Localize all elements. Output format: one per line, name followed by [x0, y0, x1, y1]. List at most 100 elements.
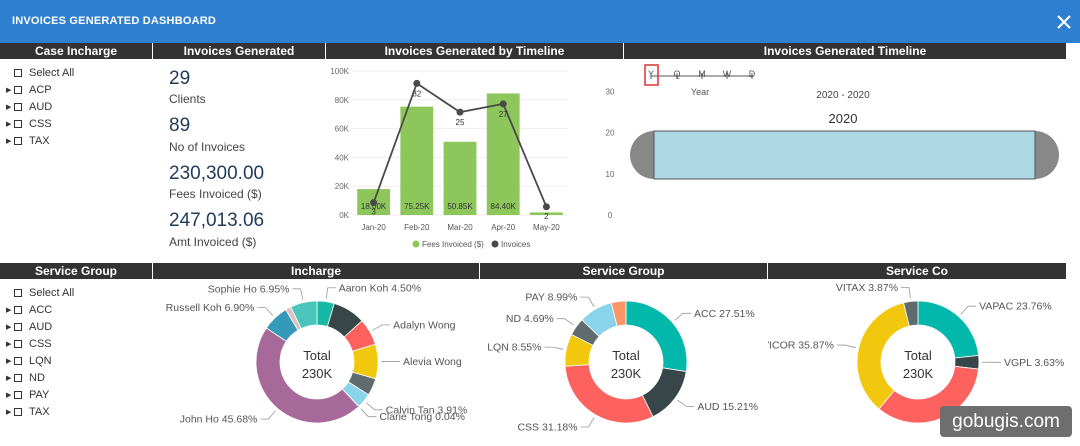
y-right-tick-label: 20 [606, 129, 615, 138]
granularity-option[interactable]: D [749, 69, 756, 79]
donut-slice[interactable] [255, 327, 360, 424]
checkbox[interactable] [14, 339, 22, 348]
service-group-item[interactable]: ▶ ACC [6, 301, 74, 318]
expand-arrow-icon[interactable]: ▶ [6, 86, 12, 94]
line-data-label: 27 [499, 110, 508, 119]
checkbox[interactable] [14, 390, 22, 399]
service-group-item[interactable]: ▶ PAY [6, 386, 74, 403]
slice-leader-line [674, 312, 692, 321]
expand-arrow-icon[interactable]: ▶ [6, 120, 12, 128]
y-left-tick-label: 80K [335, 96, 350, 105]
incharge-header: Incharge [153, 263, 480, 279]
expand-arrow-icon[interactable]: ▶ [6, 306, 12, 314]
checkbox[interactable] [14, 102, 22, 111]
service-group-item[interactable]: ▶ AUD [6, 318, 74, 335]
service-group-item[interactable]: ▶ LQN [6, 352, 74, 369]
fees-bar[interactable] [529, 212, 563, 215]
checkbox[interactable] [14, 373, 22, 382]
donut-slice[interactable] [610, 300, 627, 327]
timeline-period-label: 2020 [829, 111, 858, 126]
invoices-point[interactable] [499, 100, 507, 108]
granularity-option[interactable]: Q [673, 69, 680, 79]
kpi-invoices-value: 89 [169, 115, 191, 136]
slice-label: VITAX 3.87% [836, 282, 898, 294]
timeline-slicer[interactable]: Y Q M W D Year 2020 - 2020 2020 [624, 59, 1067, 259]
slice-leader-line [292, 288, 304, 300]
checkbox[interactable] [14, 305, 22, 314]
service-group-item[interactable]: Select All [6, 284, 74, 301]
slice-leader-line [960, 305, 977, 315]
granularity-option[interactable]: W [723, 69, 732, 79]
case-incharge-item[interactable]: ▶ AUD [6, 98, 74, 115]
invoices-point[interactable] [542, 203, 550, 211]
slice-label: Russell Koh 6.90% [166, 302, 255, 314]
case-incharge-item[interactable]: ▶ ACP [6, 81, 74, 98]
donut-slice[interactable] [856, 302, 910, 410]
case-incharge-item-label: CSS [29, 117, 52, 130]
invoices-point[interactable] [370, 199, 378, 207]
granularity-option[interactable]: M [698, 69, 706, 79]
case-incharge-item-label: TAX [29, 134, 50, 147]
service-group-slicer: Select All ▶ ACC ▶ AUD ▶ CSS ▶ LQN ▶ ND ▶ PAY ▶ TAX [6, 284, 74, 420]
donut-slice[interactable] [290, 300, 318, 330]
case-incharge-item[interactable]: ▶ TAX [6, 132, 74, 149]
timeline-right-handle[interactable] [1035, 131, 1059, 179]
legend-invoices-label: Invoices [501, 240, 530, 249]
expand-arrow-icon[interactable]: ▶ [6, 374, 12, 382]
service-group-item-label: PAY [29, 388, 50, 401]
line-data-label: 32 [412, 89, 421, 98]
checkbox[interactable] [14, 288, 22, 297]
service-group-item[interactable]: ▶ CSS [6, 335, 74, 352]
service-group-item[interactable]: ▶ TAX [6, 403, 74, 420]
timeline-header: Invoices Generated Timeline [624, 43, 1067, 59]
timeline-bar-2020[interactable] [653, 130, 1036, 180]
checkbox[interactable] [14, 322, 22, 331]
slice-label: ND 4.69% [506, 313, 554, 325]
expand-arrow-icon[interactable]: ▶ [6, 323, 12, 331]
checkbox[interactable] [14, 119, 22, 128]
service-group-slicer-header: Service Group [0, 263, 153, 279]
slice-label: Adalyn Wong [393, 319, 455, 331]
kpi-clients-value: 29 [169, 68, 191, 89]
fees-bar[interactable] [443, 141, 477, 215]
checkbox[interactable] [14, 356, 22, 365]
slice-leader-line [556, 318, 574, 326]
expand-arrow-icon[interactable]: ▶ [6, 137, 12, 145]
invoices-point[interactable] [456, 108, 464, 116]
checkbox[interactable] [14, 407, 22, 416]
expand-arrow-icon[interactable]: ▶ [6, 103, 12, 111]
fees-bar[interactable] [400, 106, 434, 215]
case-incharge-item[interactable]: ▶ CSS [6, 115, 74, 132]
expand-arrow-icon[interactable]: ▶ [6, 391, 12, 399]
slice-leader-line [260, 410, 276, 420]
expand-arrow-icon[interactable]: ▶ [6, 357, 12, 365]
x-tick-label: Apr-20 [491, 223, 516, 232]
service-group-item[interactable]: ▶ ND [6, 369, 74, 386]
expand-arrow-icon[interactable]: ▶ [6, 340, 12, 348]
bar-data-label: 75.25K [404, 202, 430, 211]
y-right-tick-label: 0 [608, 211, 613, 220]
donut-slice[interactable] [903, 300, 919, 327]
incharge-donut-chart: Aaron Koh 4.50% Adalyn Wong Alevia Wong Cal… [166, 282, 468, 426]
close-icon[interactable] [1054, 12, 1074, 32]
kpi-clients-label: Clients [169, 92, 206, 106]
checkbox[interactable] [14, 85, 22, 94]
invoices-point[interactable] [413, 79, 421, 87]
expand-arrow-icon[interactable]: ▶ [6, 408, 12, 416]
granularity-option[interactable]: Y [648, 69, 654, 79]
case-incharge-item[interactable]: Select All [6, 64, 74, 81]
fees-bar[interactable] [486, 93, 520, 215]
checkbox[interactable] [14, 136, 22, 145]
slice-label: AUD 15.21% [697, 401, 758, 413]
timeline-left-handle[interactable] [630, 131, 654, 179]
kpi-fees-label: Fees Invoiced ($) [169, 187, 262, 201]
y-left-tick-label: 0K [339, 211, 349, 220]
kpi-amount-value: 247,013.06 [169, 210, 265, 231]
service-co-header: Service Co [768, 263, 1067, 279]
slice-label: John Ho 45.68% [180, 414, 258, 426]
kpi-amount-label: Amt Invoiced ($) [169, 235, 257, 249]
granularity-name: Year [691, 87, 709, 97]
checkbox[interactable] [14, 68, 22, 77]
year-selected-marker [644, 64, 659, 86]
by-timeline-header: Invoices Generated by Timeline [326, 43, 624, 59]
